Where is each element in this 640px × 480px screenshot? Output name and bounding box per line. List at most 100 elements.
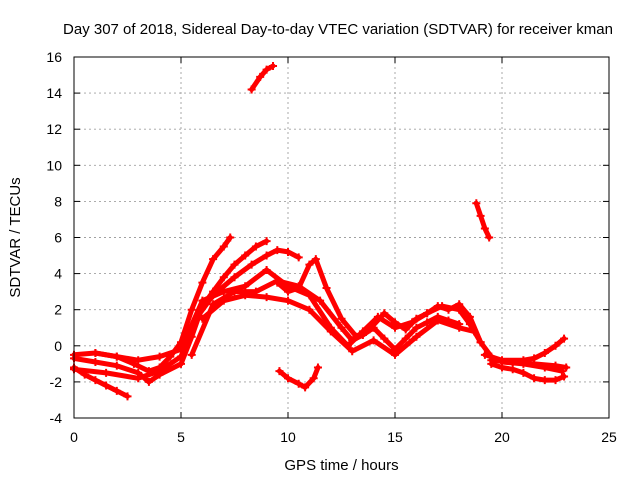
data-point (219, 242, 228, 251)
data-point (284, 296, 292, 305)
data-point (91, 376, 100, 385)
data-point (348, 347, 357, 356)
data-point (530, 359, 539, 368)
y-axis-title: SDTVAR / TECUs (7, 177, 24, 297)
series-line (71, 238, 270, 385)
data-point (198, 314, 207, 323)
y-tick-label: -4 (50, 410, 63, 426)
data-point (530, 374, 539, 383)
data-point (262, 237, 271, 246)
series-line (473, 200, 492, 240)
data-point (262, 293, 271, 302)
data-point (480, 224, 489, 233)
y-tick-label: 16 (46, 49, 62, 65)
data-point (465, 312, 474, 321)
y-tick-label: 4 (54, 266, 62, 282)
data-point (508, 358, 517, 367)
data-point (444, 305, 453, 314)
data-point (102, 381, 111, 390)
data-point (305, 260, 314, 269)
x-tick-label: 10 (280, 429, 296, 445)
series-track-10 (472, 199, 494, 242)
data-point (423, 309, 432, 318)
data-point (401, 334, 410, 343)
data-point (316, 296, 325, 305)
data-point (485, 233, 494, 242)
data-point (241, 282, 250, 291)
data-point (540, 376, 549, 385)
data-point (187, 350, 196, 359)
data-point (455, 300, 464, 309)
data-point (294, 284, 303, 293)
data-point (433, 316, 442, 325)
data-point (284, 287, 292, 296)
data-point (155, 367, 164, 376)
data-point (112, 352, 121, 361)
x-tick-label: 20 (494, 429, 510, 445)
data-point (226, 233, 235, 242)
data-point (391, 350, 399, 359)
data-point (230, 273, 239, 282)
series-line (482, 336, 567, 363)
y-tick-label: -2 (50, 374, 63, 390)
data-point (251, 242, 260, 251)
data-point (284, 247, 292, 256)
series-track-9 (247, 62, 278, 94)
y-tick-label: 0 (54, 338, 62, 354)
data-point (540, 349, 549, 358)
series-line (249, 63, 276, 92)
chart-title: Day 307 of 2018, Sidereal Day-to-day VTE… (63, 21, 613, 38)
data-point (230, 287, 239, 296)
data-point (134, 374, 143, 383)
data-point (551, 376, 560, 385)
data-point (313, 363, 322, 372)
data-point (487, 356, 496, 365)
data-point (241, 291, 250, 300)
x-tick-label: 15 (387, 429, 403, 445)
data-point (262, 265, 271, 274)
data-point (219, 296, 228, 305)
y-tick-label: 8 (54, 193, 62, 209)
data-point (275, 367, 284, 376)
data-point (134, 356, 143, 365)
y-axis: -4 -2 0 2 4 6 8 10 12 14 16 (46, 49, 609, 426)
x-tick-label: 5 (177, 429, 185, 445)
data-point (412, 314, 421, 323)
data-point (284, 374, 292, 383)
y-tick-label: 12 (46, 121, 62, 137)
data-point (262, 251, 271, 260)
series-track-14 (487, 356, 571, 372)
data-point (311, 255, 320, 264)
data-point (269, 62, 278, 71)
data-point (560, 334, 569, 343)
data-point (198, 296, 207, 305)
data-point (91, 349, 100, 358)
y-tick-label: 2 (54, 302, 62, 318)
data-point (476, 211, 485, 220)
data-point (380, 334, 389, 343)
data-point (247, 260, 256, 269)
data-point (365, 325, 374, 334)
data-point (230, 260, 239, 269)
data-point (273, 278, 282, 287)
data-point (219, 287, 228, 296)
data-point (560, 372, 569, 381)
data-point (256, 72, 265, 81)
data-point (455, 323, 464, 332)
data-point (472, 199, 481, 208)
data-point (91, 358, 100, 367)
data-point (112, 361, 121, 370)
data-point (294, 253, 303, 262)
data-point (380, 309, 389, 318)
x-axis: 0 5 10 15 20 25 (70, 57, 617, 445)
y-tick-label: 10 (46, 157, 62, 173)
series-track-11 (275, 363, 322, 392)
data-point (326, 327, 335, 336)
data-point (262, 65, 271, 74)
x-tick-label: 25 (601, 429, 617, 445)
data-point (433, 302, 442, 311)
data-point (369, 336, 378, 345)
data-point (241, 251, 250, 260)
data-point (337, 323, 346, 332)
data-point (198, 278, 207, 287)
